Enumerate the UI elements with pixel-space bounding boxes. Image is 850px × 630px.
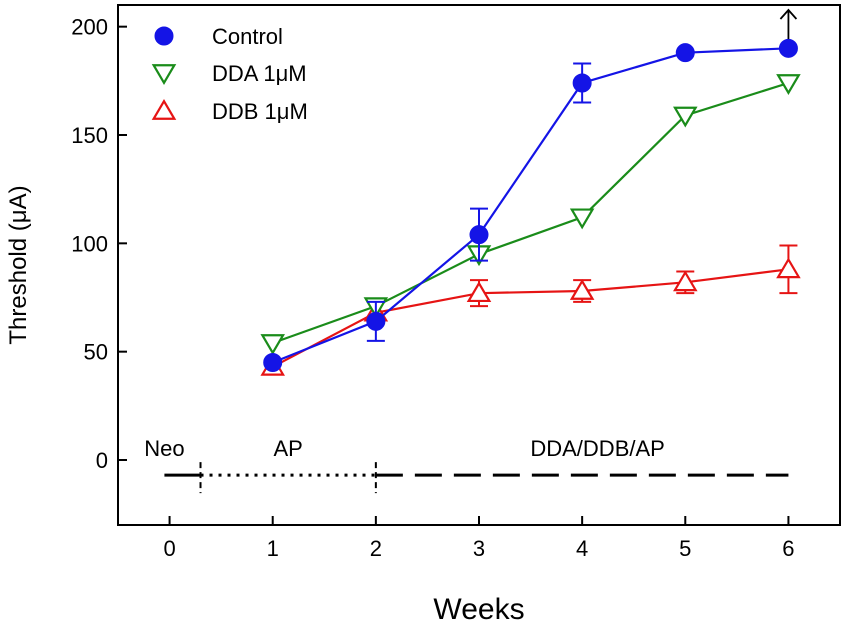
x-tick-label: 3 (473, 536, 485, 561)
series-line (272, 268, 789, 368)
legend-label: DDA 1μM (212, 61, 307, 86)
x-tick-label: 5 (679, 536, 691, 561)
up-arrow-icon (779, 8, 798, 39)
phase-label: AP (274, 436, 303, 461)
legend-item: DDA 1μM (151, 61, 307, 86)
x-axis-ticks: 0 1 2 3 4 5 6 (163, 516, 795, 561)
data-point (675, 43, 695, 63)
arrow-head (779, 8, 798, 20)
x-tick-label: 0 (163, 536, 175, 561)
legend: Control DDA 1μM DDB 1μM (151, 24, 308, 124)
legend-marker (151, 64, 177, 86)
x-tick-label: 6 (782, 536, 794, 561)
x-axis-title: Weeks (433, 593, 524, 626)
x-tick-label: 2 (370, 536, 382, 561)
phase-label: Neo (144, 436, 184, 461)
data-series (260, 8, 801, 376)
series-control (263, 38, 798, 372)
series-dda (260, 74, 801, 356)
y-tick-label: 0 (96, 448, 108, 473)
data-point (466, 281, 492, 303)
x-tick-label: 1 (267, 536, 279, 561)
data-point (776, 257, 801, 279)
legend-marker (154, 26, 174, 46)
legend-label: DDB 1μM (212, 99, 308, 124)
x-tick-label: 4 (576, 536, 588, 561)
data-point (572, 73, 592, 93)
y-tick-label: 200 (71, 15, 108, 40)
y-axis-ticks: 0 50 100 150 200 (71, 15, 127, 473)
data-point (776, 74, 801, 96)
y-tick-label: 100 (71, 231, 108, 256)
data-point (778, 38, 798, 58)
y-axis-title: Threshold (μA) (5, 185, 32, 344)
series-line (272, 81, 789, 345)
data-point (469, 225, 489, 245)
data-point (673, 106, 698, 128)
series-line (272, 47, 789, 364)
y-tick-label: 50 (84, 340, 108, 365)
data-point (569, 278, 595, 300)
legend-item: Control (154, 24, 283, 49)
legend-marker (151, 98, 177, 120)
data-point (263, 353, 283, 372)
data-point (569, 208, 595, 230)
phase-timeline: Neo AP DDA/DDB/AP (144, 436, 789, 494)
legend-label: Control (212, 24, 283, 49)
legend-item: DDB 1μM (151, 98, 308, 124)
data-point (260, 334, 285, 356)
series-ddb (260, 244, 801, 376)
data-point (366, 311, 386, 331)
data-point (673, 270, 698, 292)
y-tick-label: 150 (71, 123, 108, 148)
phase-label: DDA/DDB/AP (530, 436, 664, 461)
